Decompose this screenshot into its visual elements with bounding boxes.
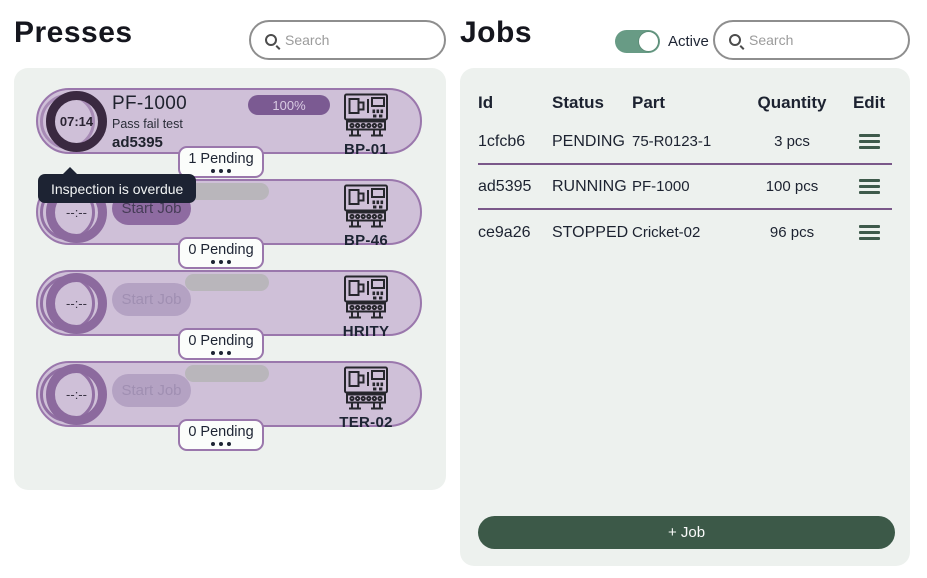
cell-quantity: 100 pcs [765,178,819,195]
presses-panel: 07:14 PF-1000 Pass fail test ad5395 100% [14,68,446,490]
ellipsis-icon [180,442,262,446]
header-status: Status [552,93,604,112]
job-id: ad5395 [112,133,163,151]
press-card-ter02[interactable]: --:-- Start Job [36,361,422,451]
pending-jobs-tab[interactable]: 0 Pending [178,328,264,360]
machine-name: BP-46 [343,232,389,249]
header-id: Id [478,93,494,112]
pending-count: 1 Pending [188,151,254,167]
progress-bar [185,183,269,200]
machine-name: TER-02 [339,414,393,431]
header-part: Part [632,93,666,112]
pending-jobs-tab[interactable]: 0 Pending [178,237,264,269]
pending-jobs-tab[interactable]: 1 Pending [178,146,264,178]
machine-block: HRITY [338,275,394,340]
cell-status: RUNNING [552,177,627,195]
machine-name: BP-01 [343,141,389,158]
header-quantity: Quantity [757,93,827,112]
jobs-panel: Id Status Part Quantity Edit 1cfcb6 PEND… [460,68,910,566]
jobs-table: Id Status Part Quantity Edit 1cfcb6 PEND… [460,68,910,255]
table-row: ce9a26 STOPPED Cricket-02 96 pcs [478,210,892,255]
timer-ring-area: --:-- [40,364,107,425]
machine-block: TER-02 [338,366,394,431]
cell-status: PENDING [552,132,625,150]
add-job-button[interactable]: + Job [478,516,895,549]
start-job-button[interactable]: Start Job [112,374,191,407]
machine-name: HRITY [342,323,390,340]
edit-menu-icon[interactable] [858,134,880,149]
machine-block: BP-01 [338,93,394,158]
job-description: Pass fail test [112,117,183,131]
inspection-timer[interactable]: --:-- [46,273,107,334]
press-machine-icon [344,366,388,410]
jobs-search[interactable] [713,20,910,60]
table-row: ad5395 RUNNING PF-1000 100 pcs [478,165,892,210]
header-edit: Edit [852,93,886,112]
table-row: 1cfcb6 PENDING 75-R0123-1 3 pcs [478,120,892,165]
toggle-knob-icon [638,31,659,52]
ellipsis-icon [180,260,262,264]
presses-search-input[interactable] [285,32,430,48]
active-toggle-label: Active [668,33,709,50]
part-name: PF-1000 [112,93,187,114]
table-header-row: Id Status Part Quantity Edit [478,86,892,120]
jobs-title: Jobs [460,16,533,49]
edit-menu-icon[interactable] [858,225,880,240]
search-icon [265,34,277,46]
active-toggle[interactable] [615,30,660,53]
cell-quantity: 96 pcs [769,224,815,241]
cell-id: 1cfcb6 [478,132,526,150]
cell-id: ad5395 [478,177,532,195]
pending-count: 0 Pending [188,424,254,440]
jobs-header: Jobs Active [460,0,910,68]
cell-quantity: 3 pcs [774,133,810,150]
ellipsis-icon [180,351,262,355]
cell-status: STOPPED [552,223,629,241]
cell-part: PF-1000 [632,178,690,195]
search-icon [729,34,741,46]
machine-block: BP-46 [338,184,394,249]
pending-count: 0 Pending [188,242,254,258]
progress-bar [185,365,269,382]
press-machine-icon [344,275,388,319]
progress-bar: 100% [248,95,330,115]
jobs-column: Jobs Active Id Status Part Quantity Edit [460,0,910,578]
press-machine-icon [344,184,388,228]
job-info: PF-1000 Pass fail test ad5395 [112,94,187,150]
timer-ring-area: --:-- [40,273,107,334]
edit-menu-icon[interactable] [858,179,880,194]
progress-bar [185,274,269,291]
presses-search[interactable] [249,20,446,60]
presses-header: Presses [14,0,446,68]
jobs-search-input[interactable] [749,32,894,48]
start-job-button[interactable]: Start Job [112,283,191,316]
inspection-tooltip: Inspection is overdue [38,167,197,203]
ellipsis-icon [180,169,262,173]
timer-ring-area: 07:14 [40,91,107,152]
cell-part: 75-R0123-1 [632,133,712,150]
inspection-timer[interactable]: 07:14 [46,91,107,152]
press-card-bp01[interactable]: 07:14 PF-1000 Pass fail test ad5395 100% [36,88,422,203]
inspection-timer[interactable]: --:-- [46,364,107,425]
pending-jobs-tab[interactable]: 0 Pending [178,419,264,451]
presses-column: Presses 07:14 PF-1000 Pass fail test ad5… [14,0,446,578]
cell-part: Cricket-02 [632,224,701,241]
press-card-hrity[interactable]: --:-- Start Job [36,270,422,360]
press-machine-icon [344,93,388,137]
presses-title: Presses [14,16,133,49]
pending-count: 0 Pending [188,333,254,349]
cell-id: ce9a26 [478,223,531,241]
